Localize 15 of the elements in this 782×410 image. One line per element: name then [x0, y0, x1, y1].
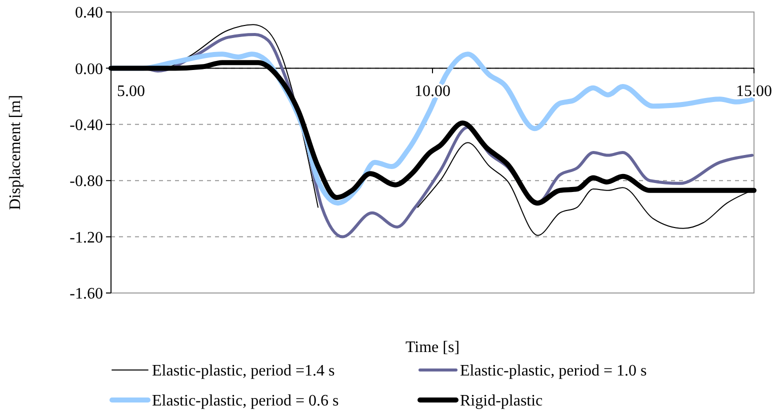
y-tick-label: 0.40 — [75, 4, 103, 22]
legend-label: Elastic-plastic, period =1.4 s — [152, 362, 335, 380]
y-tick-label: 0.00 — [75, 60, 103, 78]
y-tick-label: -1.60 — [70, 286, 103, 303]
legend-label: Rigid-plastic — [460, 392, 543, 410]
legend-label: Elastic-plastic, period = 1.0 s — [460, 362, 647, 380]
x-tick-label: 15.00 — [736, 83, 772, 100]
x-tick-label: 10.00 — [414, 83, 450, 100]
y-tick-label: -0.40 — [70, 117, 103, 134]
y-axis-title: Displacement [m] — [7, 94, 24, 210]
legend-label: Elastic-plastic, period = 0.6 s — [152, 392, 339, 410]
y-tick-label: -0.80 — [70, 173, 103, 190]
y-tick-label: -1.20 — [70, 229, 103, 246]
x-axis-title: Time [s] — [405, 339, 460, 356]
x-tick-label: 5.00 — [117, 83, 145, 100]
